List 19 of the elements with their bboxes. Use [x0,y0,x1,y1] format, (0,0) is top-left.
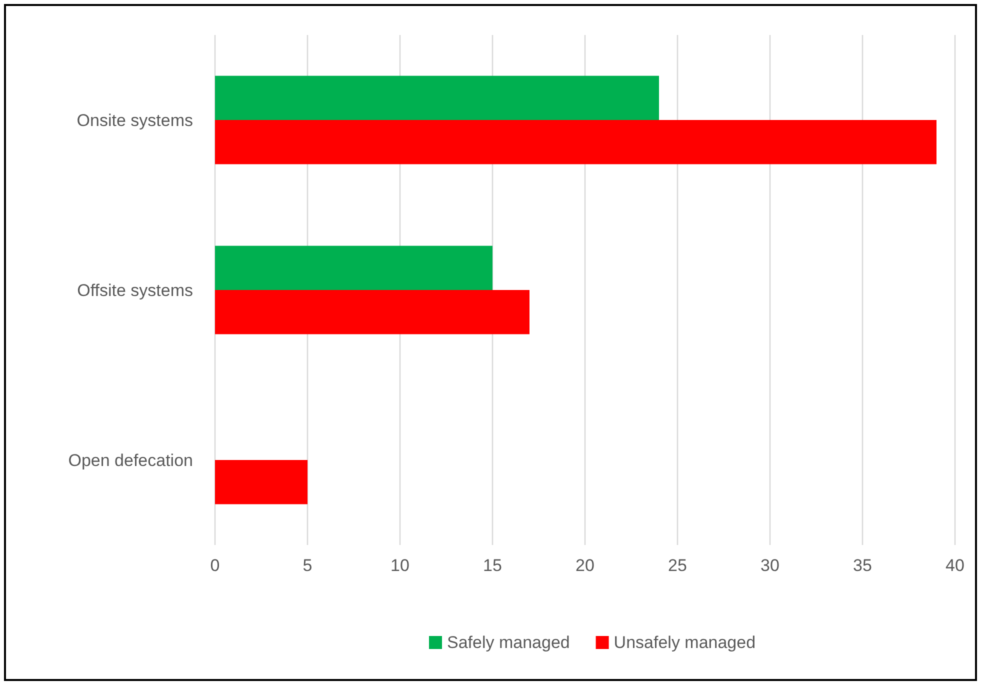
bar [215,120,936,164]
bar [215,246,492,290]
x-tick-label: 15 [483,556,502,575]
y-tick-label: Onsite systems [76,111,193,130]
x-tick-label: 10 [390,556,410,575]
x-tick-label: 40 [946,556,964,575]
y-tick-label: Offsite systems [77,281,193,300]
x-tick-label: 35 [853,556,872,575]
legend-label: Unsafely managed [614,633,756,652]
legend-label: Safely managed [447,633,570,652]
bar [215,460,308,504]
y-tick-label: Open defecation [68,451,193,470]
x-tick-label: 25 [668,556,687,575]
bar [215,76,659,120]
x-tick-label: 0 [210,556,220,575]
x-tick-label: 20 [576,556,594,575]
x-tick-label: 30 [760,556,780,575]
bar [215,290,530,334]
x-tick-label: 5 [302,556,312,575]
